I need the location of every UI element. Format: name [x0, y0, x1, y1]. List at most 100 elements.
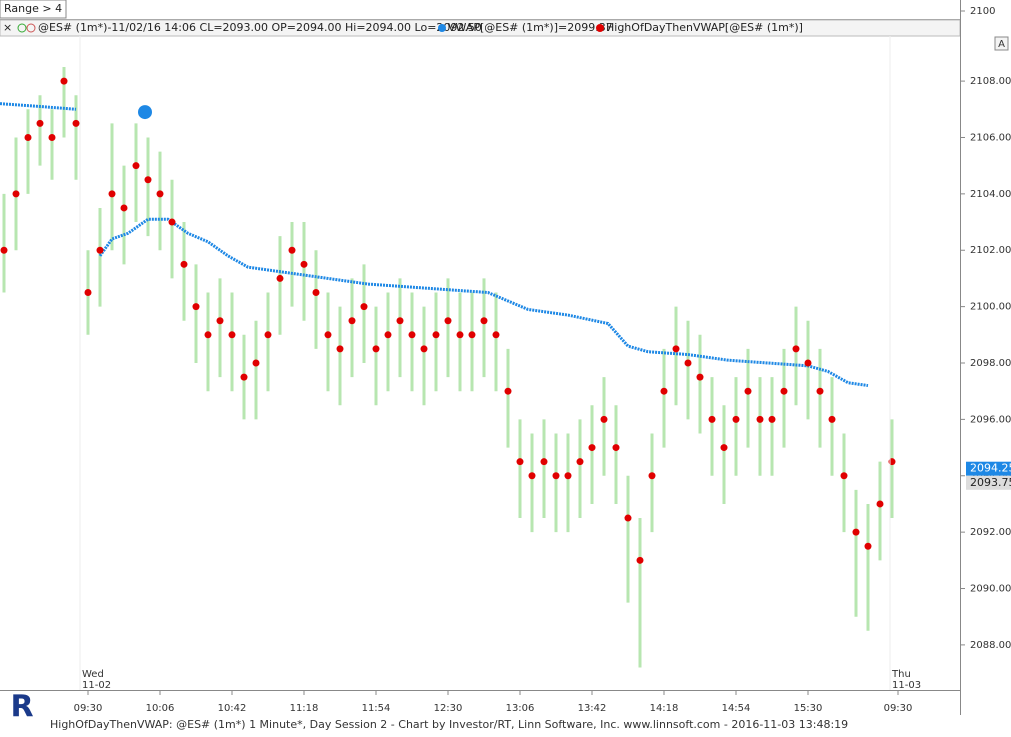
- x-tick-label: 10:06: [146, 703, 175, 714]
- signal-dot: [204, 331, 212, 339]
- legend-swatch: [596, 24, 604, 32]
- date-date: 11-02: [82, 680, 111, 691]
- signal-dot: [300, 260, 308, 268]
- signal-dot: [624, 514, 632, 522]
- auto-button-label[interactable]: A: [998, 39, 1005, 50]
- signal-dot: [252, 359, 260, 367]
- x-tick-label: 14:54: [722, 703, 751, 714]
- y-tick-label: 2100: [970, 6, 995, 17]
- x-tick-label: 09:30: [884, 703, 913, 714]
- price-label: 2093.75: [970, 476, 1011, 489]
- signal-dot: [840, 472, 848, 480]
- signal-dot: [144, 176, 152, 184]
- signal-dot: [576, 458, 584, 466]
- signal-dot: [240, 373, 248, 381]
- signal-dot: [72, 119, 80, 127]
- signal-dot: [228, 331, 236, 339]
- icon: [17, 23, 27, 33]
- y-tick-label: 2088.00: [970, 640, 1011, 651]
- pane-label-box: [0, 0, 67, 19]
- y-tick-label: 2102.00: [970, 245, 1011, 256]
- legend-entry: VWAP[@ES# (1m*)]=2099.37: [448, 21, 613, 34]
- signal-dot: [768, 415, 776, 423]
- signal-dot: [732, 415, 740, 423]
- y-tick-label: 2104.00: [970, 189, 1011, 200]
- signal-dot: [276, 274, 284, 282]
- signal-dot: [444, 317, 452, 325]
- signal-dot: [876, 500, 884, 508]
- signal-dot: [324, 331, 332, 339]
- signal-dot: [780, 387, 788, 395]
- signal-dot: [504, 387, 512, 395]
- legend-entry: HighOfDayThenVWAP[@ES# (1m*)]: [606, 21, 803, 34]
- signal-dot: [744, 387, 752, 395]
- signal-dot: [660, 387, 668, 395]
- signal-dot: [108, 190, 116, 198]
- signal-dot: [708, 415, 716, 423]
- signal-dot: [420, 345, 428, 353]
- signal-dot: [648, 472, 656, 480]
- signal-dot: [456, 331, 464, 339]
- y-tick-label: 2098.00: [970, 358, 1011, 369]
- signal-dot: [84, 289, 92, 297]
- close-button[interactable]: ×: [3, 21, 12, 34]
- header-text: @ES# (1m*)-11/02/16 14:06 CL=2093.00 OP=…: [38, 21, 482, 34]
- signal-dot: [360, 303, 368, 311]
- signal-dot: [552, 472, 560, 480]
- price-label-box: [966, 475, 1011, 490]
- signal-dot: [828, 415, 836, 423]
- signal-dot: [804, 359, 812, 367]
- signal-dot: [696, 373, 704, 381]
- signal-dot: [180, 260, 188, 268]
- signal-dot: [264, 331, 272, 339]
- pane-title: Range > 4: [4, 2, 62, 15]
- signal-dot: [720, 444, 728, 452]
- signal-dot: [336, 345, 344, 353]
- signal-dot: [792, 345, 800, 353]
- x-tick-label: 13:06: [506, 703, 535, 714]
- legend-swatch: [438, 24, 446, 32]
- signal-dot: [564, 472, 572, 480]
- vwap-marker: [138, 105, 152, 120]
- price-label: 2094.25: [970, 462, 1011, 475]
- footer-bar: [0, 715, 1011, 733]
- plot-area: [0, 67, 896, 668]
- signal-dot: [216, 317, 224, 325]
- y-tick-label: 2100.00: [970, 302, 1011, 313]
- logo: R: [10, 690, 33, 725]
- signal-dot: [12, 190, 20, 198]
- signal-dot: [600, 415, 608, 423]
- signal-dot: [684, 359, 692, 367]
- x-tick-label: 14:18: [650, 703, 679, 714]
- x-tick-label: 10:42: [218, 703, 247, 714]
- signal-dot: [120, 204, 128, 212]
- price-label-box: [966, 461, 1011, 476]
- date-date: 11-03: [892, 680, 921, 691]
- x-tick-label: 11:54: [362, 703, 391, 714]
- signal-dot: [492, 331, 500, 339]
- signal-dot: [852, 528, 860, 536]
- y-tick-label: 2092.00: [970, 527, 1011, 538]
- signal-dot: [468, 331, 476, 339]
- signal-dot: [48, 133, 56, 141]
- x-tick-label: 09:30: [74, 703, 103, 714]
- signal-dot: [372, 345, 380, 353]
- signal-dot: [516, 458, 524, 466]
- signal-dot: [168, 218, 176, 226]
- signal-dot: [396, 317, 404, 325]
- signal-dot: [672, 345, 680, 353]
- signal-dot: [24, 133, 32, 141]
- signal-dot: [816, 387, 824, 395]
- date-day: Wed: [82, 669, 104, 680]
- x-tick-label: 11:18: [290, 703, 319, 714]
- signal-dot: [0, 246, 8, 254]
- signal-dot: [132, 162, 140, 170]
- signal-dot: [192, 303, 200, 311]
- signal-dot: [312, 289, 320, 297]
- signal-dot: [588, 444, 596, 452]
- y-tick-label: 2096.00: [970, 414, 1011, 425]
- auto-button[interactable]: [994, 36, 1009, 51]
- y-tick-label: 2108.00: [970, 76, 1011, 87]
- signal-dot: [756, 415, 764, 423]
